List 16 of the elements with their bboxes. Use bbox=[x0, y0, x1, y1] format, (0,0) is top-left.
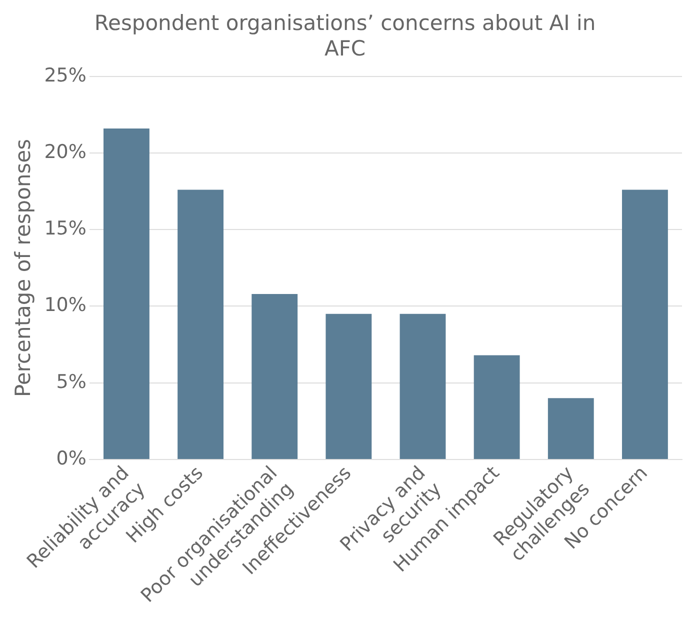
bar bbox=[326, 314, 372, 459]
y-axis-title: Percentage of responses bbox=[11, 138, 36, 397]
chart-title: Respondent organisations’ concerns about AI in AFC bbox=[94, 11, 596, 60]
bar bbox=[104, 128, 150, 459]
bar bbox=[474, 355, 520, 459]
bar bbox=[178, 190, 224, 459]
y-tick-label: 0% bbox=[56, 447, 86, 470]
y-tick-label: 25% bbox=[44, 64, 86, 86]
bar bbox=[252, 294, 298, 459]
bar bbox=[548, 398, 594, 459]
y-tick-label: 10% bbox=[44, 294, 86, 316]
bar bbox=[622, 190, 668, 459]
y-tick-label: 20% bbox=[44, 140, 86, 163]
y-tick-label: 5% bbox=[56, 370, 86, 393]
bar bbox=[400, 314, 446, 459]
y-tick-label: 15% bbox=[44, 218, 86, 240]
